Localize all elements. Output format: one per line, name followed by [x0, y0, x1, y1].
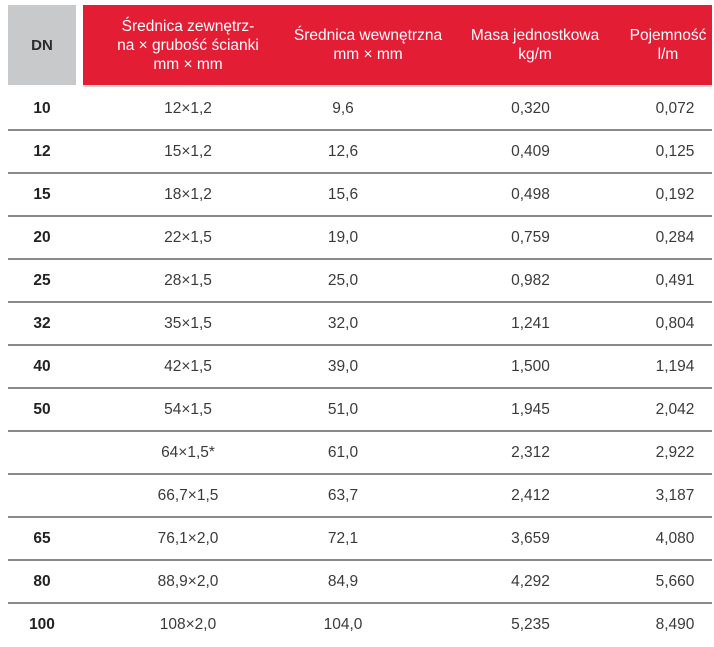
cell-unit-mass: 0,982 — [511, 271, 550, 289]
header-inner-diameter: Średnica wewnętrzna mm × mm — [283, 5, 453, 85]
cell-inner-diameter: 12,6 — [327, 142, 359, 160]
cell-unit-mass: 1,241 — [511, 314, 550, 332]
cell-capacity: 0,804 — [655, 314, 695, 332]
cell-dn: 10 — [33, 99, 51, 117]
cell-inner-diameter: 63,7 — [327, 486, 359, 504]
cell-capacity: 5,660 — [655, 572, 695, 590]
cell-unit-mass: 4,292 — [511, 572, 550, 590]
cell-inner-diameter: 72,1 — [327, 529, 359, 547]
pipe-dimensions-table: DN Średnica zewnętrz- na × grubość ścian… — [8, 5, 714, 633]
cell-dn: 20 — [33, 228, 51, 246]
cell-unit-mass: 2,312 — [511, 443, 550, 461]
cell-capacity: 0,192 — [655, 185, 695, 203]
cell-dn: 40 — [33, 357, 51, 375]
cell-inner-diameter: 104,0 — [323, 615, 363, 633]
header-bottom-rule — [83, 85, 712, 87]
cell-dn: 32 — [33, 314, 51, 332]
header-outer-line3: mm × mm — [153, 55, 223, 73]
cell-outer-diameter: 35×1,5 — [164, 314, 212, 332]
cell-unit-mass: 0,498 — [511, 185, 550, 203]
table-row: 10 12×1,2 9,6 0,320 0,072 — [8, 88, 712, 131]
table-body: 10 12×1,2 9,6 0,320 0,072 12 15×1,2 12,6 0,409 0,… — [8, 88, 712, 645]
table-row: 15 18×1,2 15,6 0,498 0,192 — [8, 174, 712, 217]
cell-capacity: 2,922 — [655, 443, 695, 461]
cell-outer-diameter: 54×1,5 — [164, 400, 212, 418]
cell-dn: 25 — [33, 271, 51, 289]
cell-outer-diameter: 88,9×2,0 — [157, 572, 219, 590]
cell-unit-mass: 1,500 — [511, 357, 550, 375]
header-inner-line2: mm × mm — [333, 46, 403, 63]
cell-outer-diameter: 12×1,2 — [164, 99, 212, 117]
table-row: 12 15×1,2 12,6 0,409 0,125 — [8, 131, 712, 174]
cell-outer-diameter: 76,1×2,0 — [157, 529, 219, 547]
header-outer-diameter: Średnica zewnętrz- na × grubość ścianki … — [83, 5, 293, 85]
cell-outer-diameter: 28×1,5 — [164, 271, 212, 289]
cell-outer-diameter: 108×2,0 — [159, 615, 217, 633]
cell-inner-diameter: 32,0 — [327, 314, 359, 332]
cell-capacity: 2,042 — [655, 400, 695, 418]
cell-inner-diameter: 25,0 — [327, 271, 359, 289]
table-row: 20 22×1,5 19,0 0,759 0,284 — [8, 217, 712, 260]
table-row: 100 108×2,0 104,0 5,235 8,490 — [8, 604, 712, 645]
cell-unit-mass: 0,759 — [511, 228, 550, 246]
table-row: 25 28×1,5 25,0 0,982 0,491 — [8, 260, 712, 303]
cell-dn: 50 — [33, 400, 51, 418]
cell-capacity: 0,125 — [655, 142, 695, 160]
table-row: 80 88,9×2,0 84,9 4,292 5,660 — [8, 561, 712, 604]
table-row: 66,7×1,5 63,7 2,412 3,187 — [8, 475, 712, 518]
cell-outer-diameter: 15×1,2 — [164, 142, 212, 160]
cell-inner-diameter: 19,0 — [327, 228, 359, 246]
header-unit-mass: Masa jednostkowa kg/m — [456, 5, 614, 85]
cell-outer-diameter: 64×1,5* — [161, 443, 215, 461]
cell-dn: 15 — [33, 185, 51, 203]
cell-outer-diameter: 66,7×1,5 — [157, 486, 219, 504]
cell-capacity: 3,187 — [655, 486, 695, 504]
cell-unit-mass: 1,945 — [511, 400, 550, 418]
cell-unit-mass: 3,659 — [511, 529, 550, 547]
header-mass-line1: Masa jednostkowa — [470, 27, 600, 44]
cell-dn — [8, 475, 76, 516]
header-inner-line1: Średnica wewnętrzna — [293, 27, 443, 44]
cell-dn: 12 — [33, 142, 51, 160]
cell-inner-diameter: 39,0 — [327, 357, 359, 375]
cell-capacity: 0,284 — [655, 228, 695, 246]
cell-inner-diameter: 51,0 — [327, 400, 359, 418]
cell-unit-mass: 5,235 — [511, 615, 550, 633]
header-capacity: Pojemność l/m — [613, 5, 714, 85]
header-capacity-line2: l/m — [657, 46, 679, 63]
table-header: DN Średnica zewnętrz- na × grubość ścian… — [8, 5, 714, 87]
cell-outer-diameter: 18×1,2 — [164, 185, 212, 203]
cell-inner-diameter: 9,6 — [332, 99, 354, 117]
cell-outer-diameter: 22×1,5 — [164, 228, 212, 246]
cell-capacity: 1,194 — [655, 357, 695, 375]
table-row: 65 76,1×2,0 72,1 3,659 4,080 — [8, 518, 712, 561]
header-outer-line1: Średnica zewnętrz- — [121, 17, 255, 35]
cell-capacity: 0,072 — [655, 99, 695, 117]
cell-capacity: 4,080 — [655, 529, 695, 547]
cell-inner-diameter: 15,6 — [327, 185, 359, 203]
header-dn: DN — [8, 5, 76, 85]
cell-outer-diameter: 42×1,5 — [164, 357, 212, 375]
table-row: 50 54×1,5 51,0 1,945 2,042 — [8, 389, 712, 432]
cell-unit-mass: 2,412 — [511, 486, 550, 504]
cell-capacity: 8,490 — [655, 615, 695, 633]
table-row: 64×1,5* 61,0 2,312 2,922 — [8, 432, 712, 475]
header-red-band — [83, 5, 712, 85]
cell-inner-diameter: 61,0 — [327, 443, 359, 461]
cell-unit-mass: 0,409 — [511, 142, 550, 160]
header-outer-line2: na × grubość ścianki — [117, 36, 259, 54]
cell-dn: 65 — [33, 529, 51, 547]
cell-capacity: 0,491 — [655, 271, 695, 289]
header-mass-line2: kg/m — [518, 46, 552, 63]
table-row: 40 42×1,5 39,0 1,500 1,194 — [8, 346, 712, 389]
cell-dn — [8, 432, 76, 473]
cell-inner-diameter: 84,9 — [327, 572, 359, 590]
cell-unit-mass: 0,320 — [511, 99, 550, 117]
table-row: 32 35×1,5 32,0 1,241 0,804 — [8, 303, 712, 346]
header-capacity-line1: Pojemność — [629, 27, 707, 44]
cell-dn: 80 — [33, 572, 51, 590]
cell-dn: 100 — [29, 615, 55, 633]
